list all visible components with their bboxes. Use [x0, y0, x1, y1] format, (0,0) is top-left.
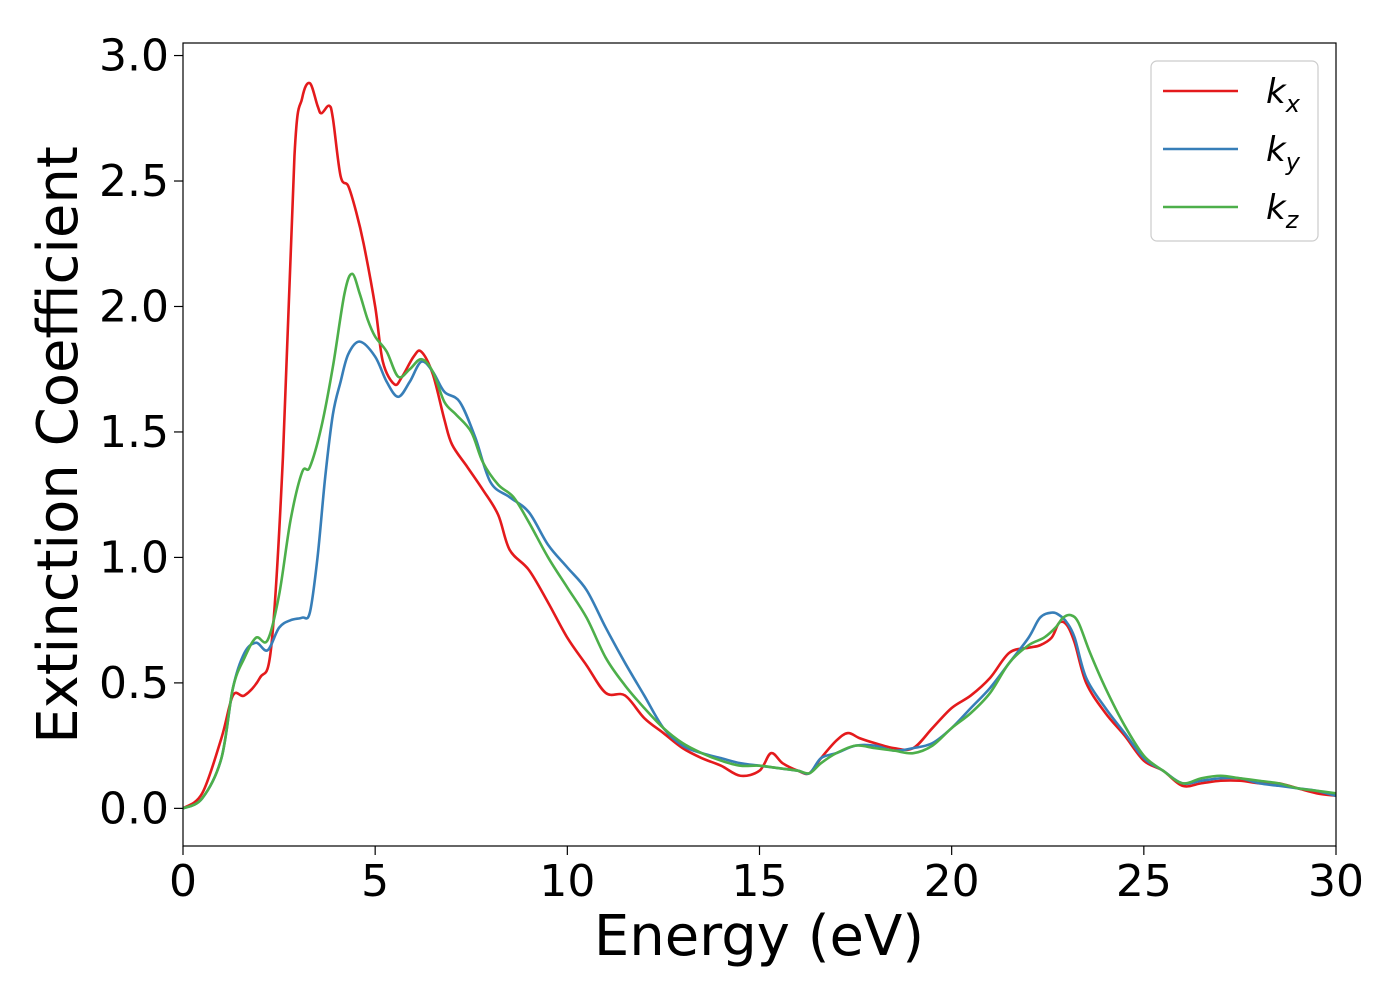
- y-tick-label: 3.0: [99, 31, 169, 82]
- x-tick-label: 20: [924, 856, 980, 907]
- y-tick-label: 2.5: [99, 156, 169, 207]
- x-tick-label: 30: [1308, 856, 1364, 907]
- x-tick-label: 25: [1116, 856, 1172, 907]
- y-axis-label: Extinction Coefficient: [26, 146, 91, 744]
- y-tick-label: 2.0: [99, 281, 169, 332]
- series-line-kz: [183, 272, 1336, 810]
- x-tick-label: 5: [361, 856, 389, 907]
- legend-subscript: x: [1285, 90, 1301, 118]
- y-tick-label: 1.0: [99, 532, 169, 583]
- series-layer: [183, 81, 1336, 810]
- y-axis: 0.0 0.5 1.0 1.5 2.0 2.5 3.0: [99, 31, 183, 834]
- y-tick-label: 0.0: [99, 783, 169, 834]
- y-tick-label: 1.5: [99, 407, 169, 458]
- legend-subscript: y: [1285, 148, 1301, 176]
- x-axis: 0 5 10 15 20 25 30: [169, 846, 1364, 907]
- legend-subscript: z: [1285, 206, 1300, 234]
- x-tick-label: 0: [169, 856, 197, 907]
- x-axis-label: Energy (eV): [594, 904, 924, 969]
- y-tick-label: 0.5: [99, 658, 169, 709]
- x-tick-label: 15: [732, 856, 788, 907]
- legend-box: [1150, 60, 1319, 242]
- x-tick-label: 10: [539, 856, 595, 907]
